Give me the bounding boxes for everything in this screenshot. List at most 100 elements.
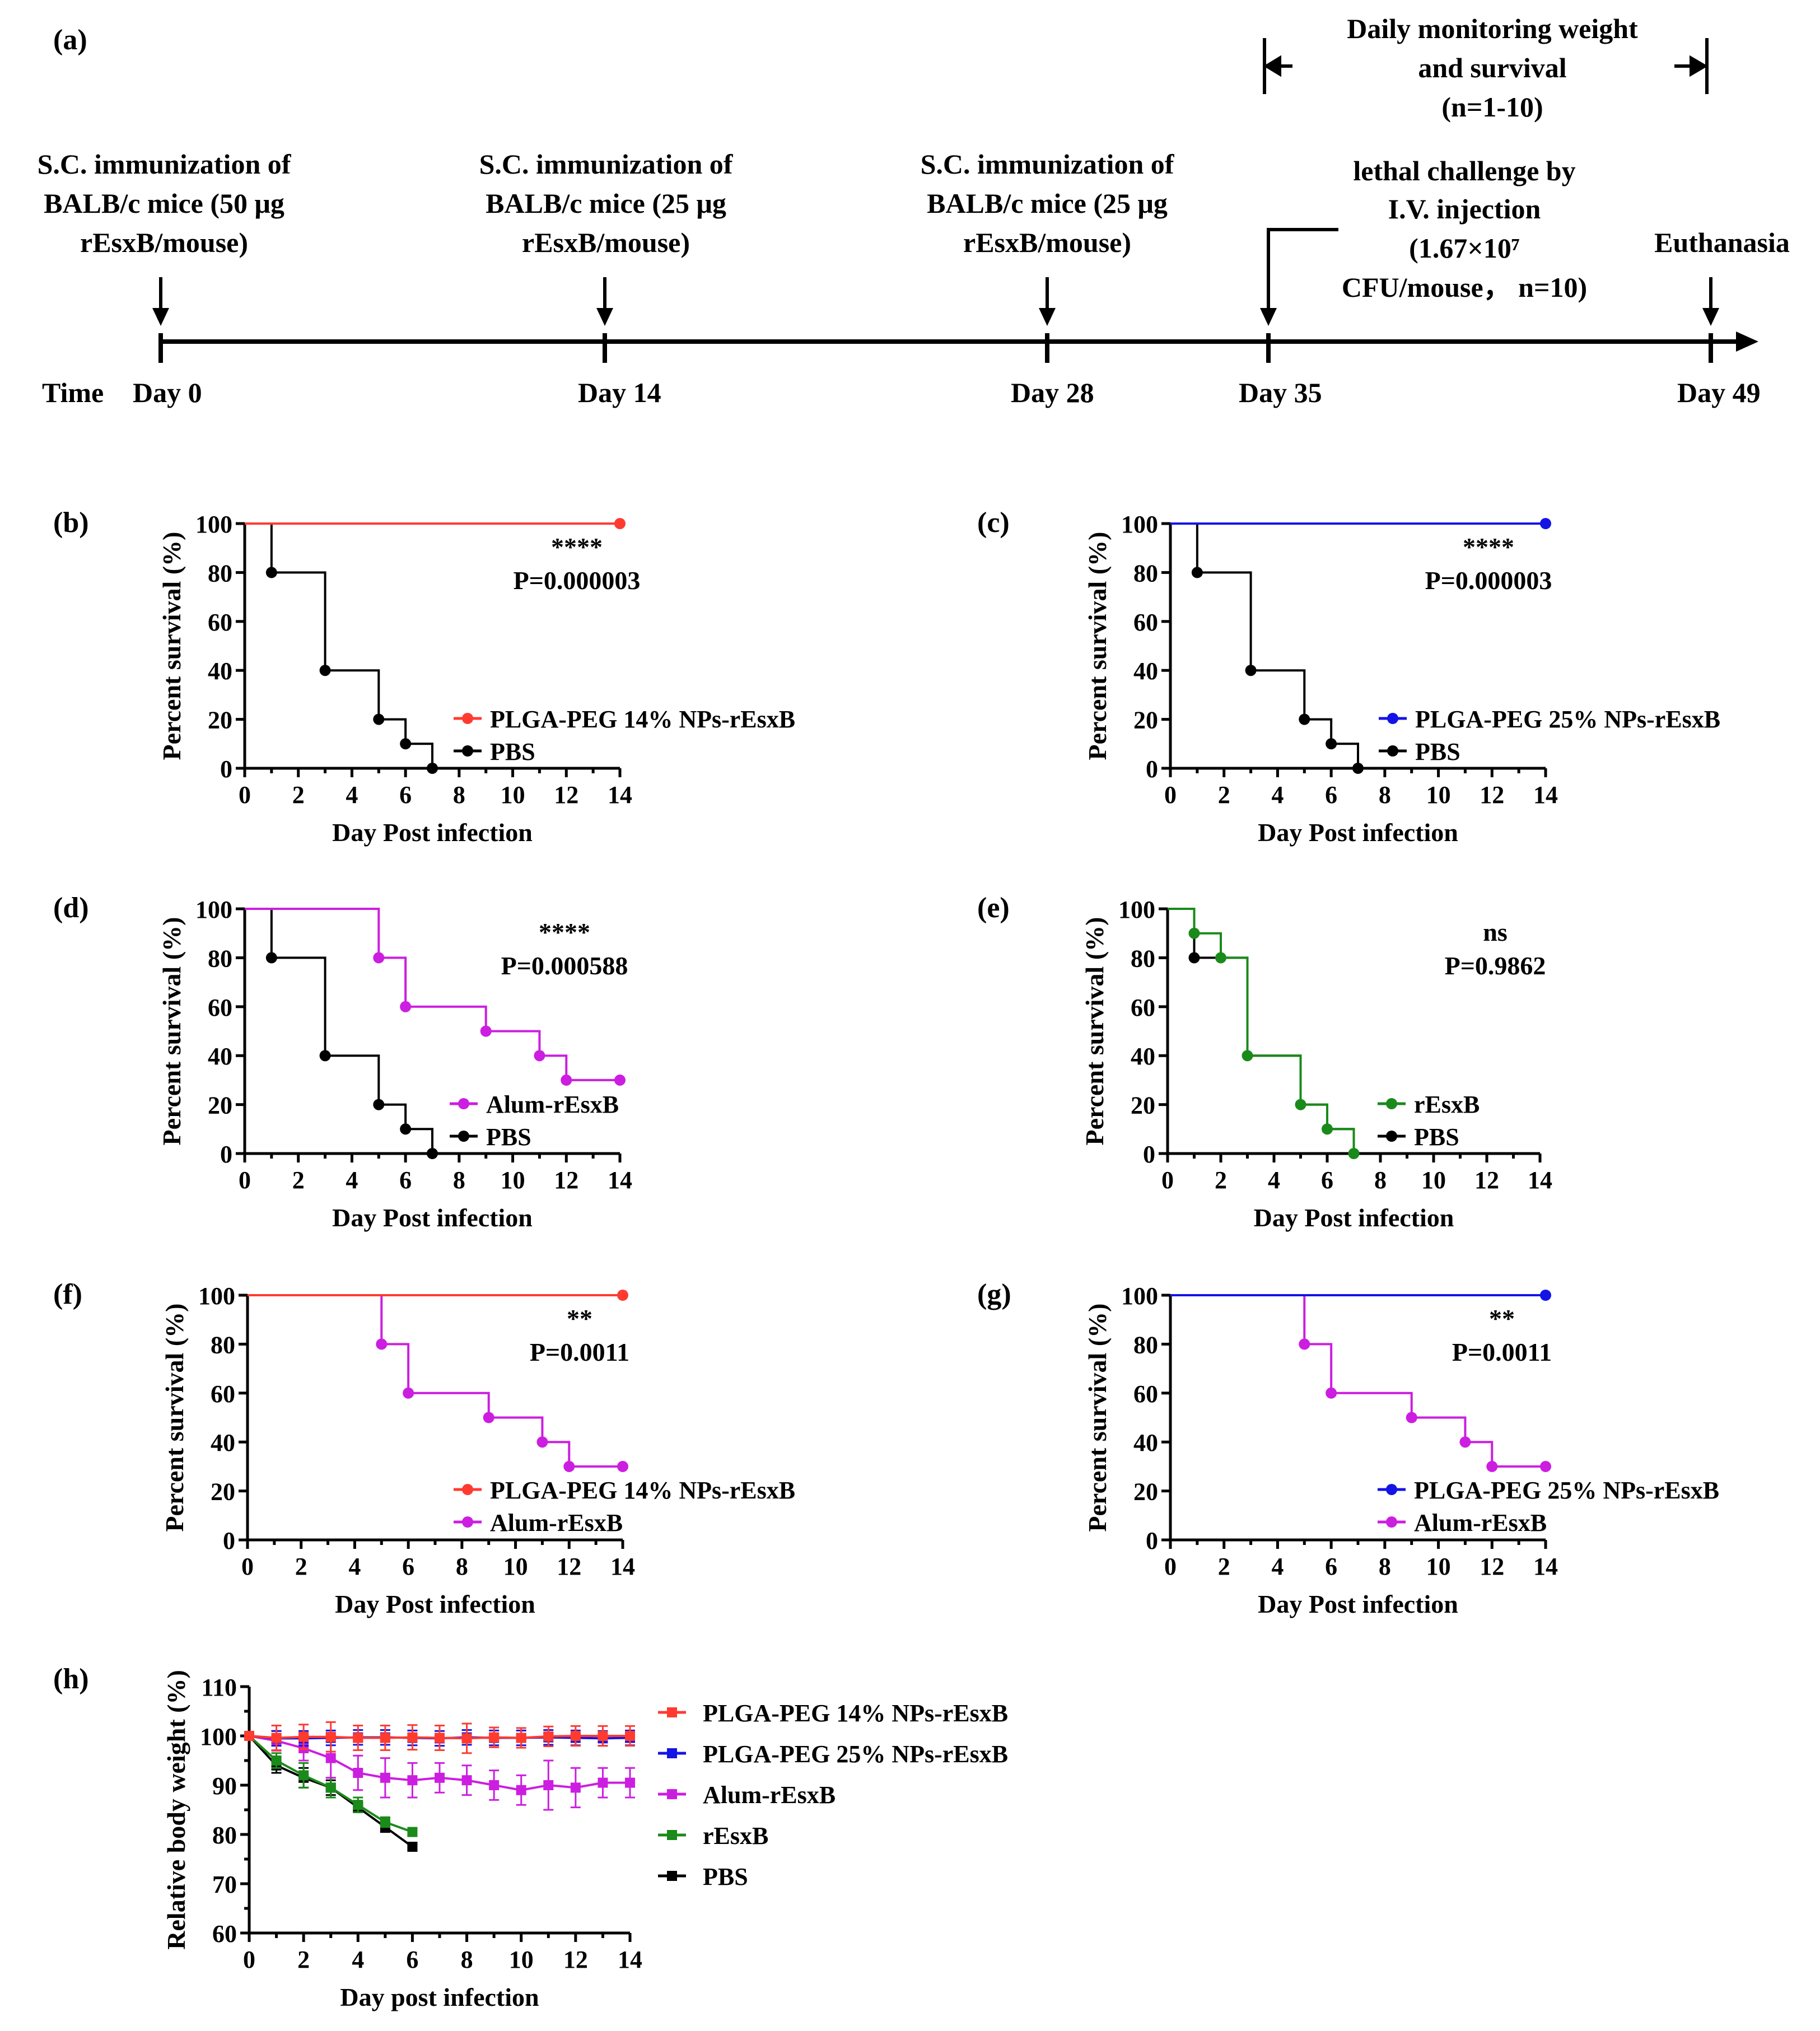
- y-tick-label: 100: [1121, 511, 1158, 538]
- y-tick-label: 100: [198, 1282, 235, 1310]
- y-tick-label: 0: [220, 755, 232, 783]
- x-tick-label: 2: [292, 1166, 305, 1194]
- x-tick-label: 8: [1374, 1166, 1387, 1194]
- y-tick-label: 40: [208, 1043, 232, 1070]
- x-tick-label: 12: [563, 1946, 588, 1973]
- y-axis-label: Percent survival (%): [1080, 917, 1109, 1146]
- legend-label-alum: Alum-rEsxB: [703, 1781, 836, 1809]
- data-point-plga14: [244, 1731, 254, 1741]
- data-point-pbs: [400, 1123, 412, 1135]
- y-tick-label: 60: [208, 609, 232, 636]
- x-tick-label: 6: [402, 1553, 414, 1580]
- data-point-alum: [489, 1780, 500, 1790]
- legend-label-pbs: PBS: [1415, 738, 1460, 765]
- significance-stars: **: [1489, 1304, 1515, 1333]
- legend-label-pbs: PBS: [703, 1863, 748, 1890]
- y-tick-label: 20: [211, 1478, 235, 1506]
- x-axis-label: Day Post infection: [1258, 818, 1458, 847]
- p-value: P=0.0011: [530, 1338, 629, 1366]
- y-tick-label: 100: [195, 896, 232, 923]
- legend-marker-plga25: [1387, 713, 1398, 724]
- data-point-alum: [1486, 1460, 1498, 1472]
- data-point-plga14: [325, 1731, 336, 1742]
- x-tick-label: 10: [509, 1946, 534, 1973]
- day-label-28: Day 28: [1011, 377, 1094, 408]
- y-tick-label: 60: [212, 1920, 237, 1948]
- x-axis-label: Day Post infection: [1258, 1590, 1458, 1618]
- data-point-pbs: [265, 567, 277, 578]
- x-tick-label: 10: [1421, 1166, 1446, 1194]
- panel-label-b: (b): [53, 507, 89, 539]
- data-point-resxb: [271, 1755, 282, 1766]
- day-label-14: Day 14: [578, 377, 661, 408]
- legend-label-alum: Alum-rEsxB: [486, 1091, 619, 1118]
- x-tick-label: 6: [1325, 781, 1337, 809]
- y-tick-label: 80: [1131, 945, 1155, 972]
- legend-marker-alum: [1386, 1516, 1397, 1528]
- x-axis-label: Day Post infection: [1254, 1203, 1454, 1232]
- p-value: P=0.000588: [501, 951, 628, 980]
- data-point-alum: [543, 1780, 554, 1790]
- chart-panel-d: (d) 0 20 40 60 80 100 0 2 4 6 8 10 12 14 Day Post infec…: [53, 892, 632, 1232]
- y-tick-label: 80: [1133, 1331, 1158, 1358]
- x-tick-label: 10: [501, 781, 525, 809]
- data-point-plga14: [298, 1731, 309, 1742]
- legend-label-plga25: PLGA-PEG 25% NPs-rEsxB: [1414, 1477, 1719, 1504]
- legend-label-pbs: PBS: [1414, 1123, 1459, 1151]
- x-tick-label: 8: [461, 1946, 473, 1973]
- y-tick-label: 100: [1121, 1282, 1158, 1310]
- event-0-line-1: BALB/c mice (50 μg: [44, 188, 284, 219]
- monitoring-line-0: Daily monitoring weight: [1347, 13, 1638, 44]
- day-label-0: Day 0: [133, 377, 202, 408]
- x-tick-label: 10: [503, 1553, 528, 1580]
- series-line-pbs: [1170, 522, 1359, 768]
- legend-marker-alum: [458, 1098, 469, 1109]
- data-point-pbs: [407, 1842, 418, 1852]
- data-point-alum: [325, 1753, 336, 1763]
- y-tick-label: 0: [1146, 755, 1158, 783]
- x-axis-label: Day post infection: [340, 1983, 539, 2011]
- legend-marker-resxb: [667, 1830, 677, 1840]
- legend-marker-alum: [462, 1516, 473, 1528]
- series-line-pbs: [245, 908, 433, 1154]
- y-axis-label: Relative body weight (%): [162, 1670, 190, 1950]
- chart-panel-c: (c) 0 20 40 60 80 100 0 2 4 6 8 10 12 14 Day Post infec…: [977, 507, 1720, 847]
- legend-marker-pbs: [667, 1871, 677, 1881]
- legend-marker-plga25: [1386, 1484, 1397, 1495]
- legend-label-plga14: PLGA-PEG 14% NPs-rEsxB: [490, 1477, 795, 1504]
- data-point-plga14: [516, 1733, 526, 1743]
- data-point-resxb: [353, 1800, 363, 1810]
- data-point-alum: [563, 1460, 575, 1472]
- y-tick-label: 0: [1143, 1141, 1155, 1168]
- x-tick-label: 6: [406, 1946, 418, 1973]
- data-point-plga14: [435, 1733, 445, 1743]
- x-tick-label: 14: [1533, 1553, 1558, 1580]
- panel-label-h: (h): [53, 1663, 89, 1695]
- x-tick-label: 4: [1268, 1166, 1280, 1194]
- y-tick-label: 100: [195, 511, 232, 538]
- data-point-plga25: [1540, 1290, 1551, 1301]
- y-tick-label: 20: [1131, 1092, 1155, 1119]
- x-tick-label: 6: [399, 1166, 412, 1194]
- y-tick-label: 20: [208, 707, 232, 734]
- x-tick-label: 4: [346, 781, 358, 809]
- x-tick-label: 0: [1164, 781, 1177, 809]
- data-point-plga14: [353, 1733, 363, 1743]
- data-point-alum: [1326, 1387, 1337, 1399]
- x-tick-label: 12: [557, 1553, 581, 1580]
- legend-label-plga25: PLGA-PEG 25% NPs-rEsxB: [703, 1740, 1008, 1768]
- data-point-alum: [353, 1768, 363, 1778]
- panel-label-a: (a): [53, 24, 87, 56]
- data-point-resxb: [1188, 927, 1200, 939]
- data-point-plga14: [271, 1733, 282, 1743]
- x-tick-label: 12: [1474, 1166, 1499, 1194]
- x-tick-label: 2: [297, 1946, 310, 1973]
- event-2-line-0: S.C. immunization of: [921, 148, 1175, 180]
- y-tick-label: 80: [208, 559, 232, 587]
- x-tick-label: 14: [1533, 781, 1558, 809]
- data-point-pbs: [265, 952, 277, 964]
- y-tick-label: 90: [212, 1772, 237, 1800]
- x-tick-label: 12: [554, 1166, 578, 1194]
- x-tick-label: 2: [1218, 781, 1230, 809]
